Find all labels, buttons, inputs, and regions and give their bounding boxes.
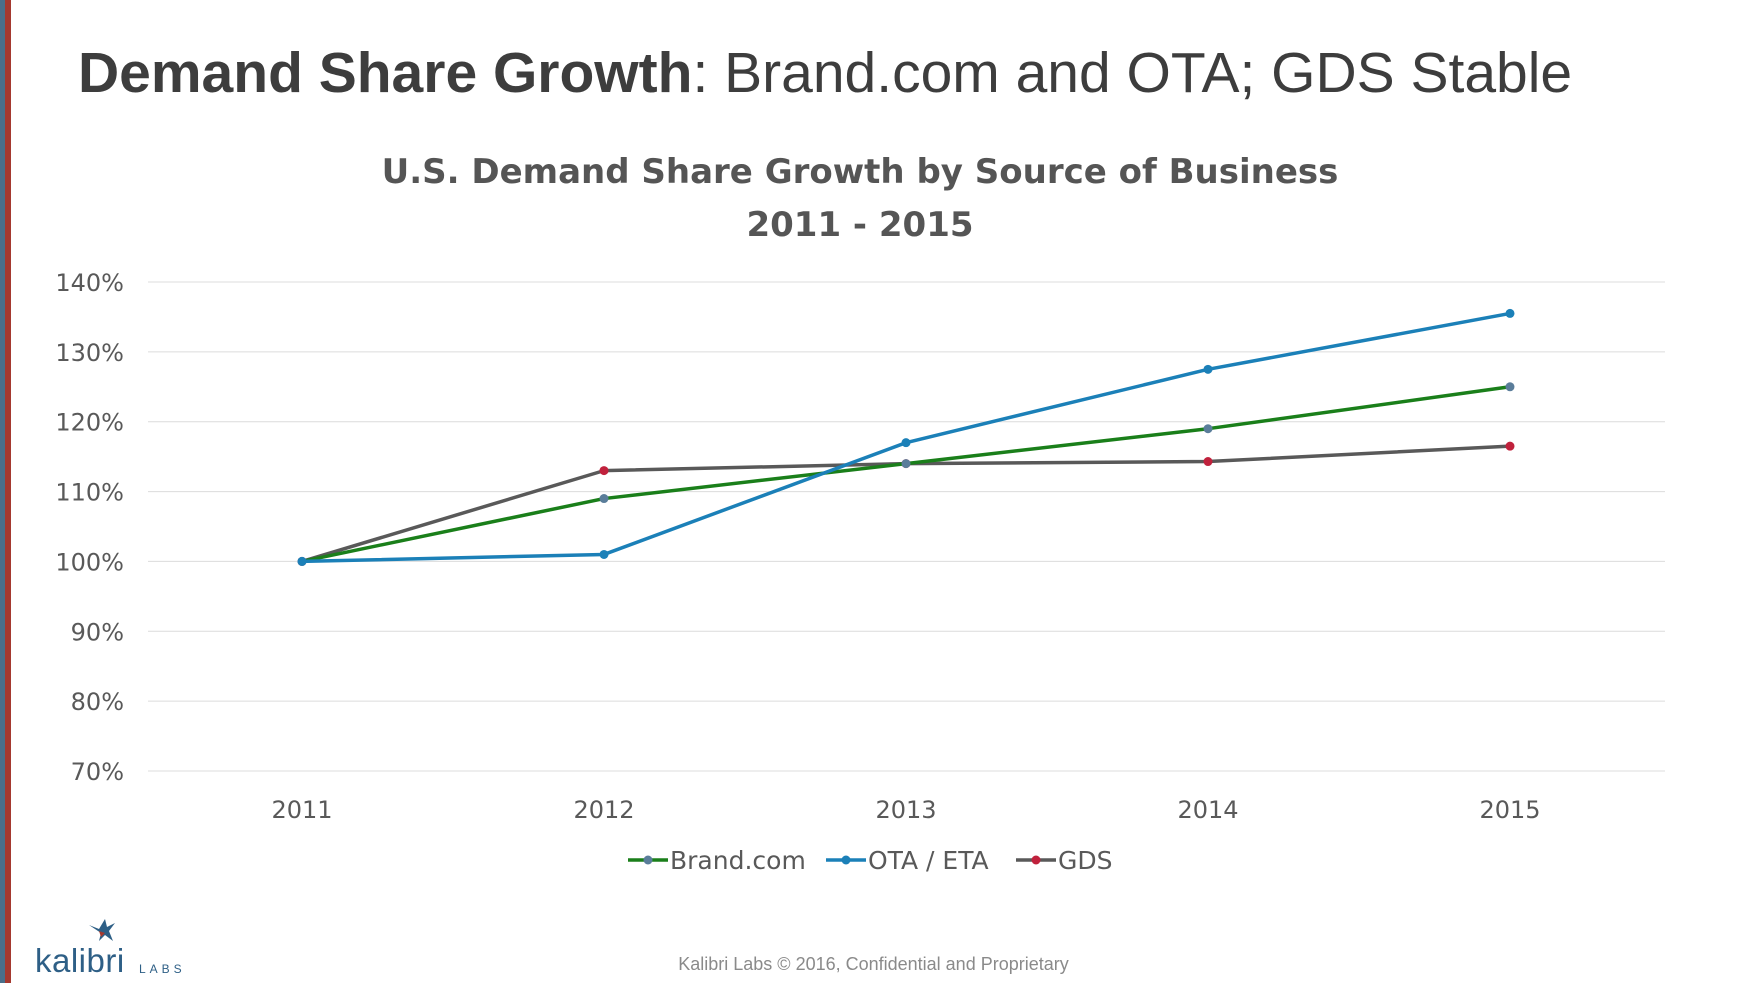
y-tick-label: 70% (71, 758, 124, 786)
legend-label: GDS (1058, 846, 1113, 875)
data-point (297, 556, 307, 566)
y-tick-label: 130% (55, 339, 124, 367)
data-point (1505, 382, 1515, 392)
data-point (1203, 457, 1213, 467)
data-point (901, 438, 911, 448)
data-point (599, 466, 609, 476)
left-accent-bar-red (5, 0, 11, 983)
company-logo: kalibri LABS (35, 915, 205, 983)
slide-title-bold: Demand Share Growth (78, 41, 693, 105)
slide-title-rest: : Brand.com and OTA; GDS Stable (692, 41, 1573, 105)
data-point (599, 549, 609, 559)
y-tick-label: 90% (71, 618, 124, 646)
x-tick-label: 2011 (271, 796, 332, 824)
legend-label: OTA / ETA (868, 846, 989, 875)
legend-swatch-marker (841, 855, 851, 865)
chart-subtitle: 2011 - 2015 (746, 205, 973, 245)
chart-series (297, 308, 1515, 566)
y-axis-ticks: 70% 80% 90% 100% 110% 120% 130% 140% (55, 269, 124, 786)
y-tick-label: 140% (55, 269, 124, 297)
data-point (599, 494, 609, 504)
x-tick-label: 2013 (875, 796, 936, 824)
y-tick-label: 100% (55, 548, 124, 576)
legend-swatch-marker (1031, 855, 1041, 865)
data-point (1505, 308, 1515, 318)
data-point (901, 459, 911, 469)
legend-swatch-marker (643, 855, 653, 865)
footer-copyright: Kalibri Labs © 2016, Confidential and Pr… (678, 954, 1069, 974)
data-point (1505, 441, 1515, 451)
x-tick-label: 2014 (1177, 796, 1238, 824)
logo-subtext: LABS (139, 962, 186, 976)
chart-gridlines (148, 281, 1665, 772)
x-tick-label: 2015 (1479, 796, 1540, 824)
series-line (301, 385, 1511, 564)
chart-title: U.S. Demand Share Growth by Source of Bu… (382, 152, 1339, 192)
y-tick-label: 80% (71, 688, 124, 716)
left-accent-bar-blue (0, 0, 5, 983)
y-tick-label: 120% (55, 409, 124, 437)
chart-legend: Brand.com OTA / ETA GDS (628, 846, 1113, 875)
hummingbird-icon (89, 919, 115, 941)
data-point (1203, 424, 1213, 434)
data-point (1203, 364, 1213, 374)
slide-title: Demand Share Growth: Brand.com and OTA; … (78, 40, 1572, 106)
x-axis-ticks: 2011 2012 2013 2014 2015 (271, 796, 1540, 824)
y-tick-label: 110% (55, 479, 124, 507)
legend-label: Brand.com (670, 846, 806, 875)
x-tick-label: 2012 (573, 796, 634, 824)
logo-wordmark: kalibri (35, 942, 125, 979)
